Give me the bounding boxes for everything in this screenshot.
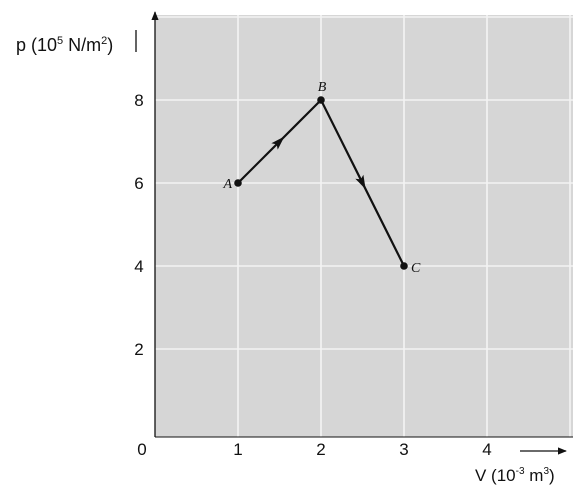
x-axis-label: V (10-3 m3) (475, 466, 555, 485)
plot-background (155, 15, 573, 437)
x-tick-label: 2 (316, 440, 325, 459)
origin-label: 0 (137, 440, 146, 459)
direction-arrow-B-C (355, 174, 366, 190)
direction-arrow-A-B (271, 136, 285, 150)
y-tick-label: 8 (134, 91, 143, 110)
grid-lines (155, 15, 573, 437)
point-A (234, 179, 242, 187)
y-axis-label: p (105 N/m2) (16, 35, 113, 55)
x-tick-label: 4 (482, 440, 491, 459)
process-path: A B C (222, 80, 421, 276)
x-tick-labels: 1 2 3 4 (233, 440, 491, 459)
x-tick-label: 3 (399, 440, 408, 459)
y-tick-label: 2 (134, 340, 143, 359)
point-label: C (411, 261, 421, 276)
y-tick-label: 6 (134, 174, 143, 193)
point-C (400, 262, 408, 270)
point-label: A (222, 177, 232, 192)
x-tick-label: 1 (233, 440, 242, 459)
point-label: B (318, 80, 327, 95)
y-tick-label: 4 (134, 257, 143, 276)
point-B (317, 96, 325, 104)
y-tick-labels: 2 4 6 8 (134, 91, 143, 359)
